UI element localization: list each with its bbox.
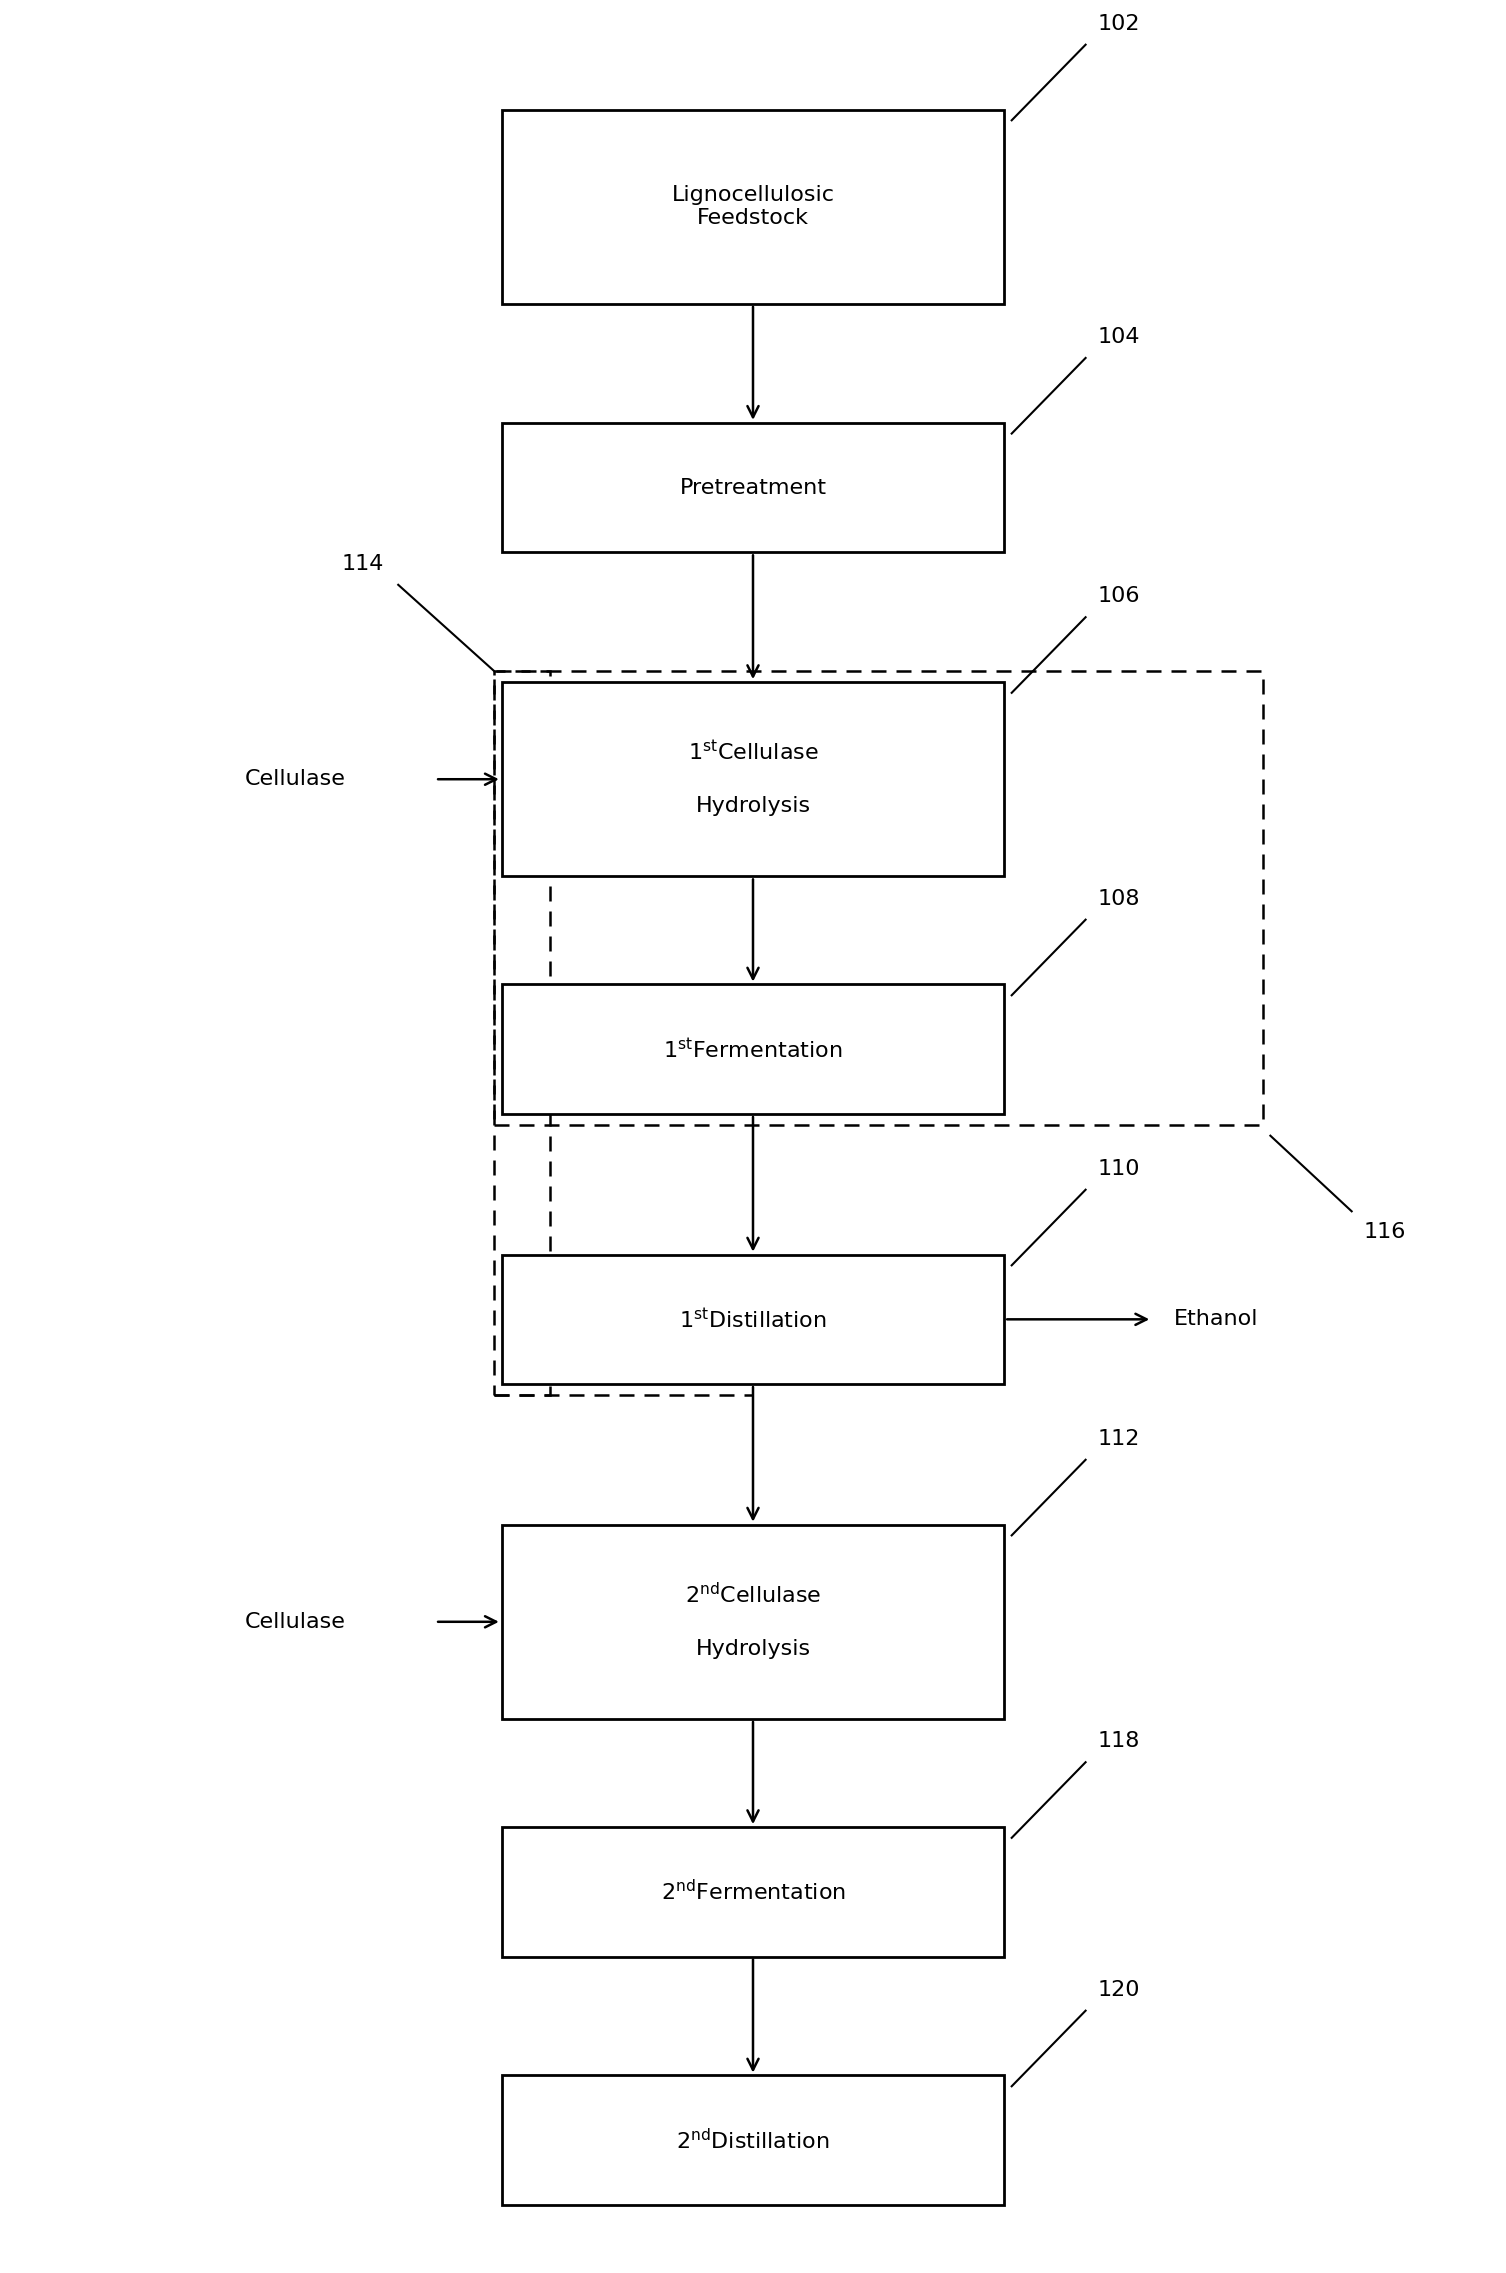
Text: 108: 108 <box>1098 889 1140 909</box>
Text: Cellulase: Cellulase <box>244 768 345 789</box>
Bar <box>501 1255 1005 1384</box>
Text: 104: 104 <box>1098 327 1140 348</box>
Text: 114: 114 <box>340 555 384 575</box>
Text: Ethanol: Ethanol <box>1175 1309 1259 1330</box>
Text: 102: 102 <box>1098 14 1140 34</box>
Text: 110: 110 <box>1098 1159 1140 1180</box>
Text: Pretreatment: Pretreatment <box>679 477 827 498</box>
Bar <box>501 1525 1005 1718</box>
Bar <box>501 984 1005 1114</box>
Bar <box>501 1827 1005 1957</box>
Text: 112: 112 <box>1098 1430 1140 1448</box>
Text: 118: 118 <box>1098 1732 1140 1752</box>
Bar <box>494 671 551 1396</box>
Text: 120: 120 <box>1098 1980 1140 2000</box>
Text: $1^{\mathrm{st}}$Cellulase: $1^{\mathrm{st}}$Cellulase <box>688 739 818 764</box>
Text: Hydrolysis: Hydrolysis <box>696 796 810 816</box>
Text: $1^{\mathrm{st}}$Distillation: $1^{\mathrm{st}}$Distillation <box>679 1307 827 1332</box>
Text: 116: 116 <box>1363 1223 1407 1241</box>
Text: Cellulase: Cellulase <box>244 1612 345 1632</box>
Bar <box>501 423 1005 552</box>
Text: $2^{\mathrm{nd}}$Cellulase: $2^{\mathrm{nd}}$Cellulase <box>685 1582 821 1607</box>
Bar <box>501 682 1005 877</box>
Text: $2^{\mathrm{nd}}$Fermentation: $2^{\mathrm{nd}}$Fermentation <box>661 1880 845 1905</box>
Bar <box>501 109 1005 305</box>
Text: $2^{\mathrm{nd}}$Distillation: $2^{\mathrm{nd}}$Distillation <box>676 2128 830 2153</box>
Text: 106: 106 <box>1098 586 1140 607</box>
Text: $1^{\mathrm{st}}$Fermentation: $1^{\mathrm{st}}$Fermentation <box>663 1036 843 1061</box>
Bar <box>494 671 1264 1125</box>
Text: Lignocellulosic
Feedstock: Lignocellulosic Feedstock <box>672 184 834 227</box>
Bar <box>501 2075 1005 2205</box>
Text: Hydrolysis: Hydrolysis <box>696 1639 810 1659</box>
